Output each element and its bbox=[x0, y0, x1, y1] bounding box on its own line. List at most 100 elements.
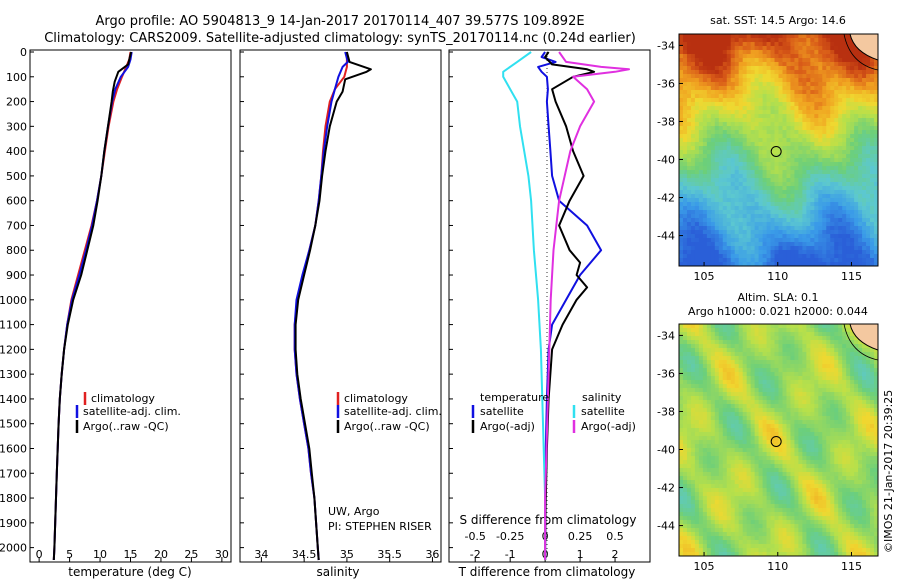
map-cell bbox=[774, 78, 779, 83]
map-cell bbox=[690, 376, 696, 381]
map-cell bbox=[758, 130, 763, 135]
map-cell bbox=[858, 456, 863, 461]
map-cell bbox=[706, 444, 712, 449]
map-cell bbox=[802, 444, 807, 449]
map-cell bbox=[822, 416, 827, 421]
map-cell bbox=[794, 456, 799, 461]
map-cell bbox=[730, 444, 736, 449]
map-cell bbox=[870, 368, 875, 373]
map-cell bbox=[698, 202, 704, 207]
map-cell bbox=[834, 258, 839, 263]
map-cell bbox=[698, 328, 704, 333]
map-cell bbox=[806, 198, 811, 203]
map-cell bbox=[722, 134, 728, 139]
map-cell bbox=[698, 86, 704, 91]
map-cell bbox=[774, 460, 779, 465]
map-cell bbox=[758, 226, 763, 231]
map-cell bbox=[858, 428, 863, 433]
map-cell bbox=[682, 226, 688, 231]
map-cell bbox=[854, 210, 859, 215]
map-cell bbox=[870, 408, 875, 413]
map-cell bbox=[702, 472, 708, 477]
map-cell bbox=[782, 54, 787, 59]
map-cell bbox=[822, 400, 827, 405]
map-cell bbox=[702, 42, 708, 47]
sla-map bbox=[679, 324, 878, 556]
map-cell bbox=[734, 102, 740, 107]
map-cell bbox=[822, 424, 827, 429]
map-cell bbox=[686, 170, 692, 175]
map-cell bbox=[874, 456, 878, 461]
map-cell bbox=[790, 332, 795, 337]
map-cell bbox=[734, 412, 740, 417]
map-cell bbox=[850, 372, 855, 377]
map-cell bbox=[762, 254, 767, 259]
map-cell bbox=[698, 182, 704, 187]
map-cell bbox=[738, 380, 744, 385]
map-cell bbox=[810, 194, 815, 199]
map-cell bbox=[682, 448, 688, 453]
map-cell bbox=[826, 158, 831, 163]
map-cell bbox=[850, 364, 855, 369]
map-cell bbox=[679, 262, 684, 266]
map-cell bbox=[854, 50, 859, 55]
map-cell bbox=[798, 218, 803, 223]
map-cell bbox=[742, 90, 748, 95]
map-cell bbox=[838, 388, 843, 393]
map-cell bbox=[778, 332, 783, 337]
map-cell bbox=[854, 246, 859, 251]
map-cell bbox=[810, 82, 815, 87]
map-cell bbox=[782, 114, 787, 119]
map-cell bbox=[694, 182, 700, 187]
map-cell bbox=[706, 106, 712, 111]
x-tick-label: 30 bbox=[215, 548, 229, 561]
map-cell bbox=[710, 400, 716, 405]
map-cell bbox=[806, 448, 811, 453]
map-cell bbox=[778, 392, 783, 397]
map-cell bbox=[810, 66, 815, 71]
map-cell bbox=[842, 416, 847, 421]
map-cell bbox=[694, 376, 700, 381]
map-cell bbox=[754, 42, 759, 47]
map-cell bbox=[794, 174, 799, 179]
map-cell bbox=[790, 258, 795, 263]
map-cell bbox=[746, 428, 752, 433]
map-cell bbox=[854, 372, 859, 377]
map-cell bbox=[710, 428, 716, 433]
map-cell bbox=[726, 428, 732, 433]
map-cell bbox=[750, 210, 756, 215]
map-cell bbox=[850, 134, 855, 139]
map-cell bbox=[806, 246, 811, 251]
map-cell bbox=[826, 412, 831, 417]
map-cell bbox=[694, 238, 700, 243]
map-cell bbox=[798, 70, 803, 75]
map-cell bbox=[782, 388, 787, 393]
map-cell bbox=[778, 404, 783, 409]
map-cell bbox=[834, 78, 839, 83]
map-cell bbox=[798, 246, 803, 251]
map-cell bbox=[814, 340, 819, 345]
map-cell bbox=[790, 242, 795, 247]
map-cell bbox=[738, 190, 744, 195]
map-cell bbox=[722, 384, 728, 389]
map-cell bbox=[694, 86, 700, 91]
map-cell bbox=[814, 420, 819, 425]
map-cell bbox=[754, 134, 759, 139]
map-cell bbox=[802, 452, 807, 457]
map-cell bbox=[762, 74, 767, 79]
map-cell bbox=[874, 130, 878, 135]
map-cell bbox=[838, 356, 843, 361]
map-cell bbox=[734, 70, 740, 75]
map-cell bbox=[686, 464, 692, 469]
map-cell bbox=[778, 396, 783, 401]
map-cell bbox=[838, 146, 843, 151]
map-y-tick-label: -40 bbox=[657, 154, 675, 167]
map-cell bbox=[786, 452, 791, 457]
map-cell bbox=[822, 62, 827, 67]
map-cell bbox=[738, 170, 744, 175]
map-cell bbox=[722, 206, 728, 211]
map-cell bbox=[782, 146, 787, 151]
map-cell bbox=[802, 174, 807, 179]
map-cell bbox=[786, 396, 791, 401]
map-cell bbox=[818, 46, 823, 51]
